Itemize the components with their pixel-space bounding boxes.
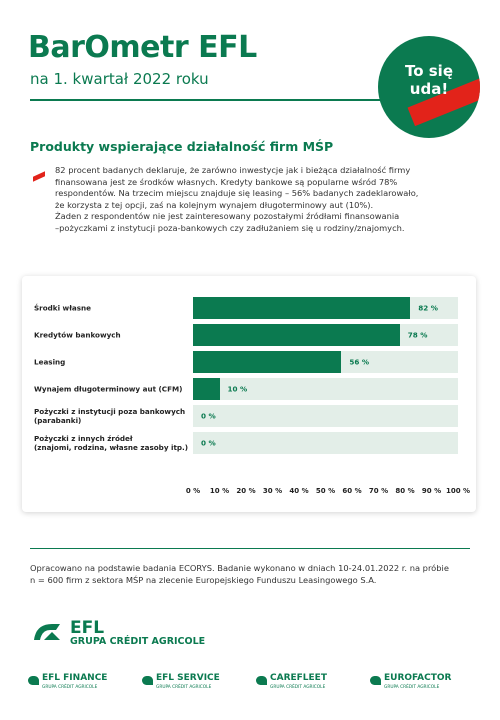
footnote-line: Opracowano na podstawie badania ECORYS. …: [30, 563, 449, 573]
brand-name: CAREFLEET: [270, 673, 327, 683]
x-tick-label: 90 %: [421, 487, 442, 495]
logo-group: GRUPA CRÉDIT AGRICOLE: [70, 636, 206, 647]
brand-group: GRUPA CRÉDIT AGRICOLE: [42, 685, 98, 690]
brand-name: EFL SERVICE: [156, 673, 220, 683]
brand-icon: [256, 676, 267, 685]
x-tick-label: 20 %: [236, 487, 256, 495]
bar: [193, 324, 400, 346]
brand-group: GRUPA CRÉDIT AGRICOLE: [156, 685, 212, 690]
value-label: 82 %: [418, 303, 439, 313]
x-tick-label: 50 %: [315, 487, 336, 495]
x-tick-label: 70 %: [368, 487, 389, 495]
x-tick-label: 10 %: [209, 487, 230, 495]
footnote-line: n = 600 firm z sektora MŚP na zlecenie E…: [30, 575, 377, 585]
category-label: Leasing: [34, 357, 66, 367]
value-label: 0 %: [201, 411, 216, 421]
bar: [193, 297, 411, 319]
x-tick-label: 40 %: [289, 487, 309, 495]
badge-text: To się uda!: [404, 62, 453, 98]
logo-name: EFL: [70, 618, 105, 638]
bar-track: [193, 432, 458, 454]
paragraph-line: finansowana jest ze środków własnych. Kr…: [55, 176, 398, 187]
x-tick-label: 80 %: [395, 487, 415, 495]
category-label: Kredytów bankowych: [34, 330, 121, 340]
category-label: Pożyczki z innych źródeł (znajomi, rodzi…: [34, 434, 189, 452]
x-tick-label: 60 %: [342, 487, 362, 495]
brand-icon: [142, 676, 153, 685]
value-label: 10 %: [227, 384, 248, 394]
bar: [193, 378, 220, 400]
x-tick-label: 100 %: [445, 487, 471, 495]
paragraph-line: respondentów. Na trzecim miejscu znajduj…: [55, 188, 419, 199]
category-label: Środki własne: [34, 303, 91, 313]
subtitle: na 1. kwartał 2022 roku: [30, 70, 209, 88]
paragraph-line: 82 procent badanych deklaruje, że zarówn…: [55, 165, 411, 175]
brand-group: GRUPA CRÉDIT AGRICOLE: [270, 685, 326, 690]
divider: [30, 99, 382, 101]
brand-icon: [370, 676, 381, 685]
value-label: 0 %: [201, 438, 216, 448]
title: BarOmetr EFL: [28, 30, 257, 65]
paragraph-line: że korzysta z tej opcji, zaś na kolejnym…: [55, 199, 374, 210]
x-tick-label: 30 %: [262, 487, 283, 495]
x-tick-label: 0 %: [185, 487, 201, 495]
logo-icon: [34, 624, 60, 640]
brand-name: EFL FINANCE: [42, 673, 108, 683]
category-label: Pożyczki z instytucji poza bankowych (pa…: [34, 407, 186, 425]
brand-icon: [28, 676, 39, 685]
paragraph-line: –pożyczkami z instytucji poza-bankowych …: [55, 223, 405, 233]
paragraph-line: Żaden z respondentów nie jest zaintereso…: [55, 211, 400, 222]
bar-track: [193, 378, 458, 400]
badge: To się uda!: [378, 36, 480, 138]
divider: [30, 548, 470, 549]
category-label: Wynajem długoterminowy aut (CFM): [34, 384, 183, 394]
value-label: 78 %: [407, 330, 428, 340]
value-label: 56 %: [349, 357, 370, 367]
section-title: Produkty wspierające działalność firm MŚ…: [30, 139, 334, 154]
bar-track: [193, 405, 458, 427]
brand-group: GRUPA CRÉDIT AGRICOLE: [384, 685, 440, 690]
bar: [193, 351, 342, 373]
brand-name: EUROFACTOR: [384, 673, 452, 683]
accent: [33, 171, 45, 182]
